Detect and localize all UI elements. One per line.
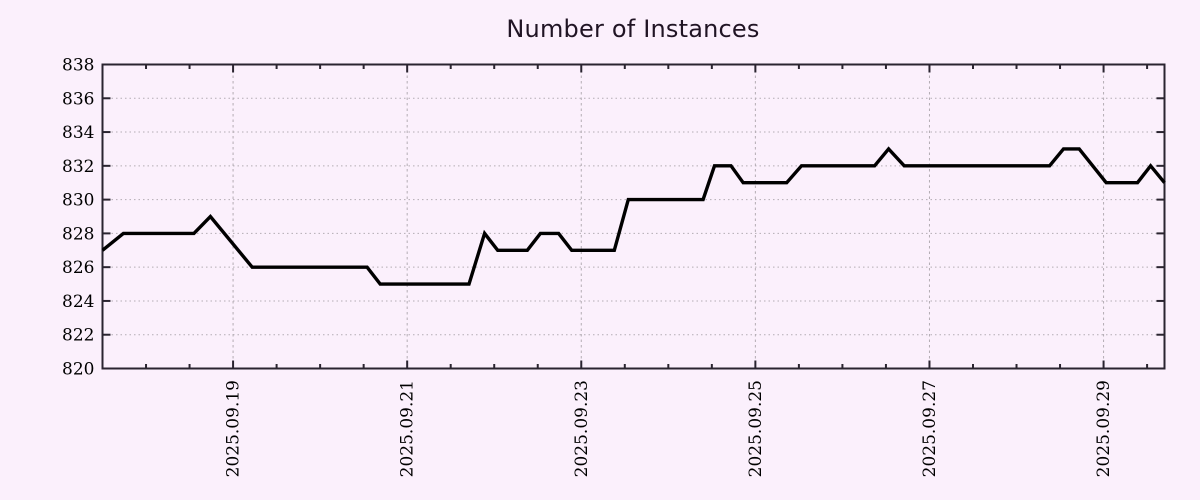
y-tick-label: 826 [62, 258, 94, 278]
x-tick-label: 2025.09.25 [746, 380, 766, 477]
y-tick-label: 832 [62, 157, 94, 177]
series-line-instances [101, 146, 1166, 286]
y-tick-label: 830 [62, 191, 94, 211]
x-tick-label: 2025.09.21 [398, 380, 418, 477]
y-tick-label: 838 [62, 56, 94, 76]
plot-border [101, 63, 1166, 370]
y-tick-label: 820 [62, 360, 94, 380]
y-tick-label: 828 [62, 224, 94, 244]
y-tick-label: 836 [62, 89, 94, 109]
chart-title: Number of Instances [506, 15, 760, 43]
y-tick-label: 822 [62, 326, 94, 346]
x-tick-label: 2025.09.23 [572, 380, 592, 477]
x-tick-label: 2025.09.29 [1094, 380, 1114, 477]
x-tick-label: 2025.09.27 [920, 380, 940, 477]
y-tick-label: 824 [62, 292, 94, 312]
x-tick-label: 2025.09.19 [224, 380, 244, 477]
y-tick-label: 834 [62, 123, 94, 143]
